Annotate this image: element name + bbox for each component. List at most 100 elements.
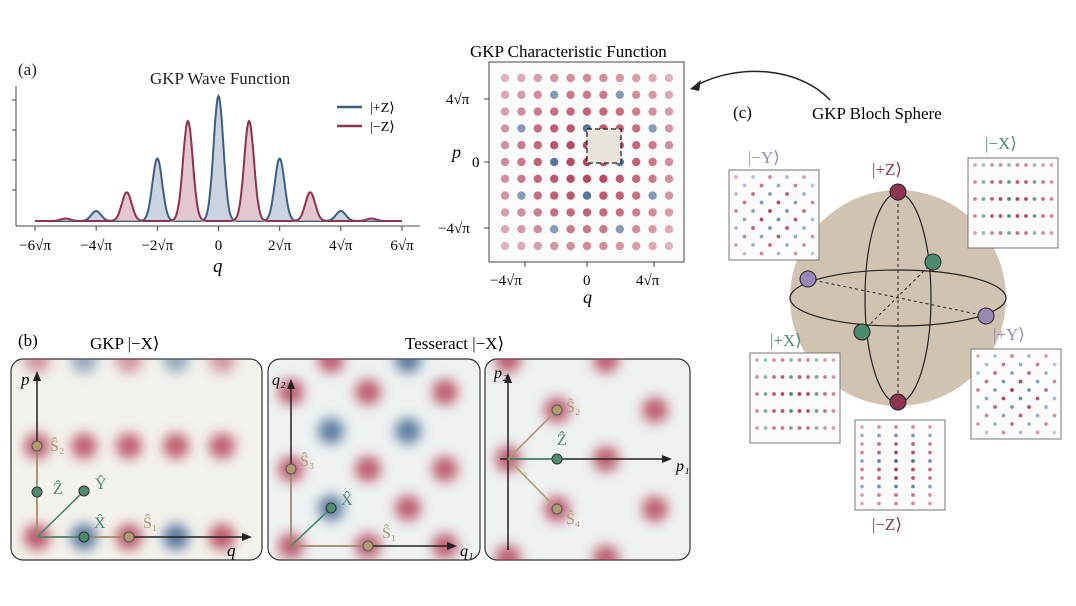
point-plus-x xyxy=(853,323,871,341)
char-fn-peak xyxy=(566,191,575,200)
char-fn-peak xyxy=(599,90,608,100)
char-fn-peak xyxy=(533,90,542,100)
char-fn-peak xyxy=(566,73,575,83)
char-fn-peak xyxy=(500,241,510,251)
char-fn-peak xyxy=(599,73,608,83)
char-fn-peak xyxy=(517,191,526,200)
char-fn-peak xyxy=(632,90,641,100)
thumb-plus-y xyxy=(970,348,1062,440)
char-fn-peak xyxy=(599,225,608,234)
tess1-axis-x: q₁ xyxy=(460,543,474,560)
char-ytick-bot: −4√π xyxy=(438,221,470,237)
char-fn-peak xyxy=(517,174,526,183)
wave-xtick-label: −6√π xyxy=(19,238,51,254)
char-ylabel: p xyxy=(450,142,461,162)
char-fn-peak xyxy=(500,90,510,100)
label-plus-y: |+Y⟩ xyxy=(993,325,1025,344)
char-fn-peak xyxy=(550,241,559,251)
char-fn-peak xyxy=(566,174,575,183)
wave-xtick-label: 6√π xyxy=(390,238,414,254)
lattice-peak xyxy=(24,359,50,373)
lattice-peak xyxy=(495,545,521,560)
wave-xtick-label: −4√π xyxy=(80,238,112,254)
char-fn-peak xyxy=(500,141,510,150)
tess2-op-s4: Ŝ₄ xyxy=(566,509,581,528)
panel-a-label: (a) xyxy=(18,60,37,79)
label-plus-x: |+X⟩ xyxy=(770,331,802,350)
char-fn-peak xyxy=(632,157,641,167)
char-fn-peak xyxy=(517,90,526,100)
char-fn-peak xyxy=(615,225,624,234)
char-xtick-left: −4√π xyxy=(490,273,522,289)
char-fn-peak xyxy=(550,157,559,167)
char-fn-peak xyxy=(550,107,559,116)
tess2-op-z: Ẑ xyxy=(557,430,567,449)
char-fn-peak xyxy=(533,141,542,150)
char-fn-peak xyxy=(664,73,674,83)
label-minus-x: |−X⟩ xyxy=(985,134,1017,153)
char-fn-peak xyxy=(533,107,542,116)
char-fn-peak xyxy=(632,191,641,200)
char-fn-peak xyxy=(632,73,641,83)
char-fn-peak xyxy=(533,225,542,234)
char-fn-peak xyxy=(533,208,542,217)
point-minus-z xyxy=(889,393,907,411)
char-fn-zoom-box xyxy=(586,128,622,164)
char-fn-peak xyxy=(582,73,592,83)
char-fn-peak xyxy=(500,174,510,183)
lattice-peak xyxy=(318,359,344,373)
char-fn-peak xyxy=(517,157,526,167)
wave-xlabel: q xyxy=(213,256,223,277)
char-fn-peak xyxy=(500,208,510,217)
char-fn-peak xyxy=(566,90,575,100)
char-fn-peak xyxy=(648,157,657,167)
char-fn-peak xyxy=(566,124,575,133)
char-fn-peak xyxy=(664,191,674,200)
lattice-peak xyxy=(642,496,668,522)
char-fn-peak xyxy=(550,208,559,217)
lattice-peak xyxy=(395,359,421,373)
wave-function-plot: −6√π −4√π −2√π 0 2√π 4√π 6√π xyxy=(12,86,420,254)
char-fn-peak xyxy=(550,73,559,83)
char-fn-peak xyxy=(533,241,542,251)
char-fn-peak xyxy=(664,174,674,183)
char-fn-peak xyxy=(500,107,510,116)
tesseract-title: Tesseract |−X⟩ xyxy=(405,334,504,353)
char-fn-peak xyxy=(533,191,542,200)
lattice-peak xyxy=(642,397,668,423)
gkp-op-x: X̂ xyxy=(94,513,106,532)
char-fn-peak xyxy=(664,241,674,251)
char-fn-peak xyxy=(517,225,526,234)
char-fn-peak xyxy=(615,241,624,251)
char-ytick-mid: 0 xyxy=(472,155,480,171)
char-xlabel: q xyxy=(583,287,592,307)
char-fn-peak xyxy=(615,90,624,100)
char-fn-peak xyxy=(517,124,526,133)
tess2-axes xyxy=(500,373,672,550)
char-fn-peak xyxy=(582,174,592,183)
char-fn-peak xyxy=(582,90,592,100)
char-fn-peak xyxy=(632,241,641,251)
char-fn-peak xyxy=(599,174,608,183)
char-fn-peak xyxy=(615,73,624,83)
char-fn-peak xyxy=(648,107,657,116)
link-arrow xyxy=(694,70,831,101)
char-fn-peak xyxy=(615,208,624,217)
label-plus-z: |+Z⟩ xyxy=(872,160,902,179)
bloch-title: GKP Bloch Sphere xyxy=(812,104,942,123)
char-fn-peak xyxy=(582,191,592,200)
lattice-peak xyxy=(355,456,381,482)
char-fn-peak xyxy=(664,107,674,116)
char-fn-peak xyxy=(550,191,559,200)
wave-function-title: GKP Wave Function xyxy=(150,69,291,88)
tess1-op-s3: Ŝ₃ xyxy=(300,451,314,470)
lattice-peak xyxy=(163,433,189,459)
panel-b-label: (b) xyxy=(18,331,38,350)
wave-legend: |+Z⟩ |−Z⟩ xyxy=(337,101,395,135)
char-fn-peak xyxy=(533,124,542,133)
char-fn-peak xyxy=(517,208,526,217)
thumb-plus-x xyxy=(749,352,841,444)
char-fn-peak xyxy=(664,141,674,150)
panel-c-label: (c) xyxy=(733,103,752,122)
